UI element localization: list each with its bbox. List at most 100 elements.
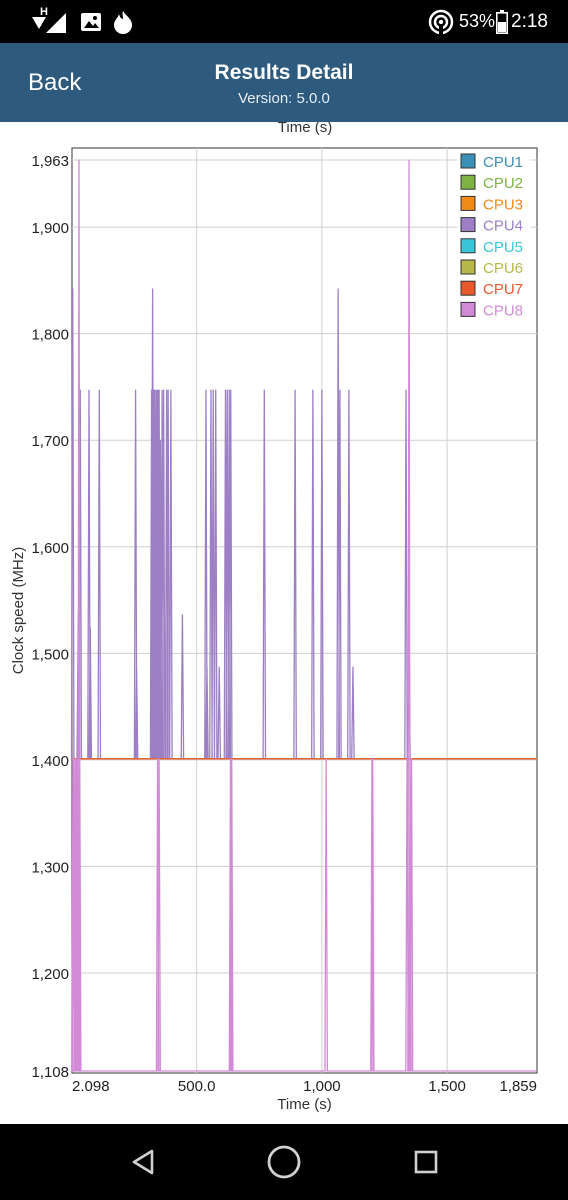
data-point (98, 389, 100, 391)
legend-swatch-cpu7 (460, 280, 476, 296)
data-point (406, 758, 408, 760)
data-point (312, 389, 314, 391)
legend-label-cpu6: CPU6 (483, 260, 523, 277)
data-point (151, 389, 153, 391)
legend-swatch-cpu3 (460, 195, 476, 211)
data-point (156, 389, 158, 391)
data-point (181, 614, 184, 616)
x-tick-label: 2.098 (72, 1078, 110, 1095)
data-point (229, 758, 232, 760)
y-tick-label: 1,400 (31, 753, 69, 770)
data-point (158, 389, 160, 391)
data-point (215, 389, 217, 391)
data-point (205, 389, 207, 391)
top-axis-title: Time (s) (278, 122, 332, 136)
data-point (161, 389, 163, 391)
data-point (263, 389, 265, 391)
data-point (153, 389, 155, 391)
x-tick-label: 1,500 (428, 1078, 466, 1095)
data-point (337, 288, 339, 290)
nav-home-icon[interactable] (264, 1142, 304, 1182)
legend-swatch-cpu1 (460, 153, 476, 169)
data-point (409, 758, 411, 760)
data-point (321, 389, 323, 391)
legend-label-cpu3: CPU3 (483, 196, 523, 213)
signal-icon (32, 12, 66, 33)
legend-label-cpu2: CPU2 (483, 175, 523, 192)
data-point (226, 389, 228, 391)
data-point (352, 666, 354, 668)
page-title: Results Detail (214, 61, 354, 84)
data-point (157, 389, 159, 391)
data-point (79, 758, 81, 760)
data-point (170, 389, 172, 391)
legend-label-cpu4: CPU4 (483, 218, 523, 235)
clock: 2:18 (511, 10, 548, 32)
y-tick-label: 1,800 (31, 327, 69, 344)
data-point (134, 389, 137, 391)
data-point (72, 758, 75, 760)
status-bar: H 53% 2:18 (0, 0, 568, 43)
data-point (167, 389, 169, 391)
data-point (89, 627, 91, 629)
legend-label-cpu8: CPU8 (483, 302, 523, 319)
clock-speed-chart: Time (s) 1,963 1,900 1,800 1,700 1,600 1,500 1,… (0, 119, 568, 1124)
data-point (294, 389, 296, 391)
y-axis-title: Clock speed (MHz) (10, 547, 27, 675)
y-tick-label: 1,200 (31, 966, 69, 983)
x-tick-label: 500.0 (178, 1078, 216, 1095)
data-point (218, 666, 220, 668)
data-point (77, 758, 79, 760)
legend-swatch-cpu2 (460, 174, 476, 190)
data-point (157, 758, 159, 760)
y-tick-label: 1,108 (31, 1064, 69, 1081)
x-tick-label: 1,000 (303, 1078, 341, 1095)
data-point (405, 389, 407, 391)
y-tick-label: 1,500 (31, 646, 69, 663)
data-point (88, 389, 90, 391)
data-point (408, 159, 410, 161)
data-point (135, 666, 138, 668)
data-point (75, 758, 78, 760)
data-point (339, 389, 341, 391)
data-point (163, 389, 165, 391)
data-point (206, 666, 208, 668)
data-point (166, 389, 168, 391)
data-point (212, 389, 214, 391)
hotspot-icon (428, 0, 454, 43)
data-point (228, 389, 230, 391)
data-point (224, 389, 227, 391)
data-point (78, 159, 80, 161)
data-point (152, 288, 154, 290)
data-point (410, 758, 413, 760)
battery-percent: 53% (459, 11, 496, 31)
legend-swatch-cpu6 (460, 259, 476, 275)
x-axis-title: Time (s) (277, 1096, 331, 1113)
back-button[interactable]: Back (28, 69, 82, 96)
legend-swatch-cpu4 (460, 217, 476, 233)
data-point (159, 439, 161, 441)
data-point (231, 758, 233, 760)
y-tick-label: 1,700 (31, 433, 69, 450)
data-point (210, 389, 212, 391)
y-tick-label: 1,900 (31, 220, 69, 237)
network-type-label: H (40, 6, 48, 18)
series-line-cpu8 (71, 159, 537, 1072)
x-tick-label: 1,859 (499, 1078, 537, 1095)
signal-group: H (30, 0, 68, 43)
nav-back-icon[interactable] (123, 1142, 163, 1182)
chart-svg: Time (s) 1,963 1,900 1,800 1,700 1,600 1,500 1,… (10, 119, 538, 1113)
legend-swatch-cpu8 (460, 301, 476, 317)
data-point (72, 288, 74, 290)
data-point (325, 758, 327, 760)
nav-recents-icon[interactable] (406, 1142, 446, 1182)
data-point (154, 389, 156, 391)
legend-label-cpu7: CPU7 (483, 281, 523, 298)
y-tick-label: 1,963 (31, 153, 69, 170)
data-point (230, 389, 232, 391)
y-tick-label: 1,300 (31, 859, 69, 876)
battery-icon (496, 0, 508, 43)
image-icon (80, 0, 102, 43)
app-bar: Back Results Detail Version: 5.0.0 (0, 43, 568, 122)
legend-label-cpu1: CPU1 (483, 154, 523, 171)
